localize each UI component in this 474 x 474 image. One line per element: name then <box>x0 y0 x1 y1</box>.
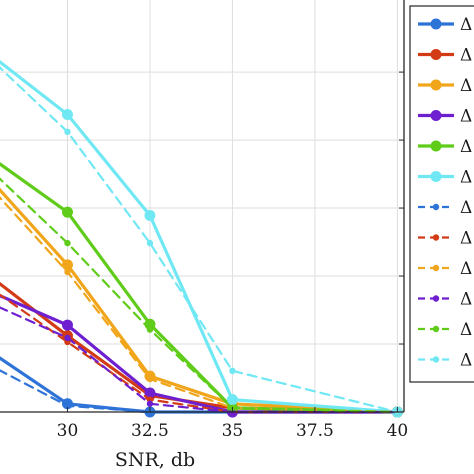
legend-label: Δ <box>460 168 472 188</box>
series-point-7 <box>64 402 71 410</box>
series-point-10 <box>64 334 71 342</box>
series-point-6 <box>144 209 156 221</box>
series-point-6 <box>61 109 73 121</box>
legend-label: Δ <box>460 15 472 35</box>
legend-swatch-marker <box>430 49 442 60</box>
legend-label: Δ <box>460 290 472 310</box>
legend-box <box>409 5 474 383</box>
legend-swatch-marker <box>432 264 440 272</box>
x-tick-label: 37.5 <box>296 421 334 441</box>
legend-swatch-marker <box>430 140 442 152</box>
legend-swatch-marker <box>432 325 440 333</box>
series-point-10 <box>146 400 154 407</box>
legend-swatch-marker <box>432 356 440 363</box>
series-point-3 <box>61 259 73 271</box>
legend-label: Δ <box>460 107 472 127</box>
series-point-9 <box>64 268 71 276</box>
legend-label: Δ <box>460 76 472 96</box>
legend-label: Δ <box>460 320 472 340</box>
legend-label: Δ <box>460 137 472 157</box>
legend-label: Δ <box>460 351 472 371</box>
legend-swatch-marker <box>430 79 442 91</box>
x-tick-label: 32.5 <box>131 421 169 441</box>
legend-label: Δ <box>460 229 472 249</box>
legend-swatch-marker <box>432 203 440 211</box>
legend-swatch-marker <box>430 171 442 182</box>
legend-swatch-marker <box>430 18 442 30</box>
series-point-12 <box>146 239 154 247</box>
series-point-12 <box>229 367 236 374</box>
legend-label: Δ <box>460 259 472 279</box>
series-point-11 <box>146 326 154 333</box>
series-point-5 <box>61 206 73 218</box>
legend-label: Δ <box>460 198 472 218</box>
x-tick-label: 35 <box>222 421 244 441</box>
legend-swatch-marker <box>430 110 442 121</box>
series-point-4 <box>61 319 73 331</box>
legend-swatch-marker <box>432 234 440 241</box>
series-line-7 <box>0 369 399 414</box>
legend-label: Δ <box>460 46 472 66</box>
series-point-12 <box>64 128 71 136</box>
x-tick-label: 40 <box>387 421 409 441</box>
series-point-6 <box>226 394 238 406</box>
series-line-12 <box>0 66 399 414</box>
x-tick-label: 30 <box>57 421 79 441</box>
series-point-11 <box>64 239 71 247</box>
x-axis-label: SNR, db <box>115 449 195 471</box>
legend-swatch-marker <box>432 295 440 302</box>
series-point-4 <box>144 387 156 399</box>
series-point-9 <box>146 375 154 383</box>
